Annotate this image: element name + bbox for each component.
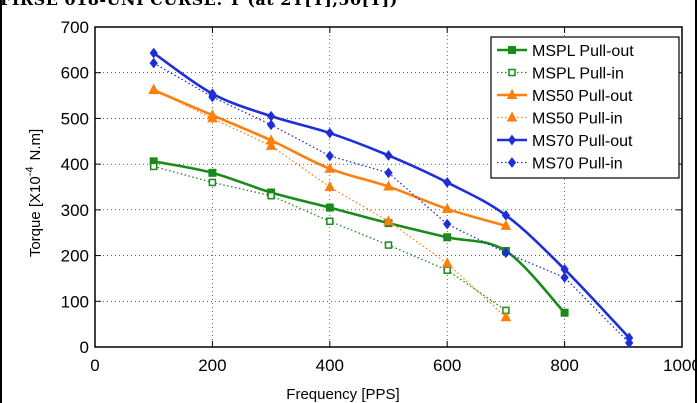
series-ms50-pull-in	[148, 83, 512, 322]
x-tick-label: 600	[433, 356, 461, 375]
data-point-marker	[384, 167, 393, 179]
data-point-marker	[208, 178, 217, 187]
data-point-marker	[325, 203, 334, 212]
series-mspl-pull-in	[149, 162, 510, 315]
series-line	[152, 51, 631, 339]
data-point-marker	[506, 111, 518, 122]
data-point-marker	[384, 150, 393, 161]
data-point-marker	[384, 241, 393, 249]
chart-caption: FIRSE 018-UNI CURSE: T (at 2T[Y],50[Y])	[0, 0, 398, 9]
data-point-marker	[506, 88, 518, 99]
legend-entry: MS50 Pull-in	[497, 111, 623, 128]
data-point-marker	[266, 110, 276, 122]
x-tick-label: 800	[550, 356, 578, 375]
data-point-marker	[508, 68, 516, 77]
legend-entry: MS70 Pull-in	[497, 156, 623, 173]
data-point-marker	[443, 266, 451, 274]
data-point-marker	[383, 215, 394, 226]
data-point-marker	[560, 308, 569, 317]
data-point-marker	[325, 150, 334, 162]
legend: MSPL Pull-out MSPL Pull-in MS50 Pull-out MS…	[490, 36, 680, 179]
legend-label: MS50 Pull-in	[532, 111, 623, 128]
data-point-marker	[443, 218, 452, 230]
data-point-marker	[501, 247, 511, 259]
x-tick-label: 0	[90, 356, 99, 375]
data-point-marker	[501, 210, 511, 221]
data-point-marker	[324, 180, 336, 191]
legend-label: MSPL Pull-out	[532, 43, 634, 60]
data-point-marker	[208, 168, 217, 177]
legend-entry: MSPL Pull-in	[497, 66, 624, 83]
y-tick-label: 500	[61, 109, 89, 128]
legend-entry: MS70 Pull-out	[497, 133, 633, 150]
plot-area	[94, 26, 683, 348]
data-point-marker	[500, 219, 512, 230]
y-tick-label: 600	[61, 64, 89, 83]
data-point-marker	[149, 47, 158, 59]
legend-entry: MS50 Pull-out	[497, 88, 633, 105]
legend-box	[490, 36, 680, 179]
legend-label: MS70 Pull-out	[532, 133, 633, 150]
y-tick-label: 100	[61, 292, 89, 311]
data-point-marker	[324, 162, 336, 173]
y-tick-label: 400	[61, 155, 89, 174]
data-point-marker	[507, 134, 517, 146]
y-tick-label: 300	[61, 201, 89, 220]
data-point-marker	[149, 162, 158, 171]
y-tick-label: 0	[80, 338, 89, 357]
legend-label: MSPL Pull-in	[532, 66, 624, 83]
data-point-marker	[148, 83, 160, 94]
legend-label: MS70 Pull-in	[532, 156, 623, 173]
data-point-marker	[500, 311, 512, 322]
data-point-marker	[625, 337, 634, 349]
legend-entry: MSPL Pull-out	[497, 43, 634, 60]
data-point-marker	[443, 177, 452, 188]
data-point-marker	[207, 112, 218, 123]
legend-label: MS50 Pull-out	[532, 88, 633, 105]
data-point-marker	[441, 202, 453, 213]
axis-ticks: 0 200 400 600 800 1000 0 100 200 300 400 500 600 700	[61, 18, 697, 375]
y-tick-label: 200	[61, 247, 89, 266]
data-point-marker	[326, 217, 334, 226]
data-point-marker	[149, 57, 158, 69]
data-point-marker	[508, 46, 516, 54]
data-point-marker	[383, 180, 394, 191]
data-point-marker	[265, 139, 277, 150]
data-point-marker	[443, 233, 452, 242]
data-series	[148, 47, 634, 349]
data-point-marker	[266, 119, 276, 131]
x-tick-label: 400	[316, 356, 344, 375]
y-axis-label: Torque [X10-4N.m]	[24, 129, 44, 257]
data-point-marker	[441, 257, 453, 268]
data-point-marker	[325, 127, 334, 139]
data-point-marker	[560, 272, 569, 283]
x-axis-label: Frequency [PPS]	[286, 386, 399, 403]
series-ms70-pull-in	[149, 57, 634, 349]
data-point-marker	[267, 191, 275, 200]
data-point-marker	[208, 91, 217, 103]
x-tick-label: 1000	[663, 356, 697, 375]
data-point-marker	[507, 157, 517, 168]
x-tick-label: 200	[198, 356, 226, 375]
y-tick-label: 700	[61, 18, 89, 37]
